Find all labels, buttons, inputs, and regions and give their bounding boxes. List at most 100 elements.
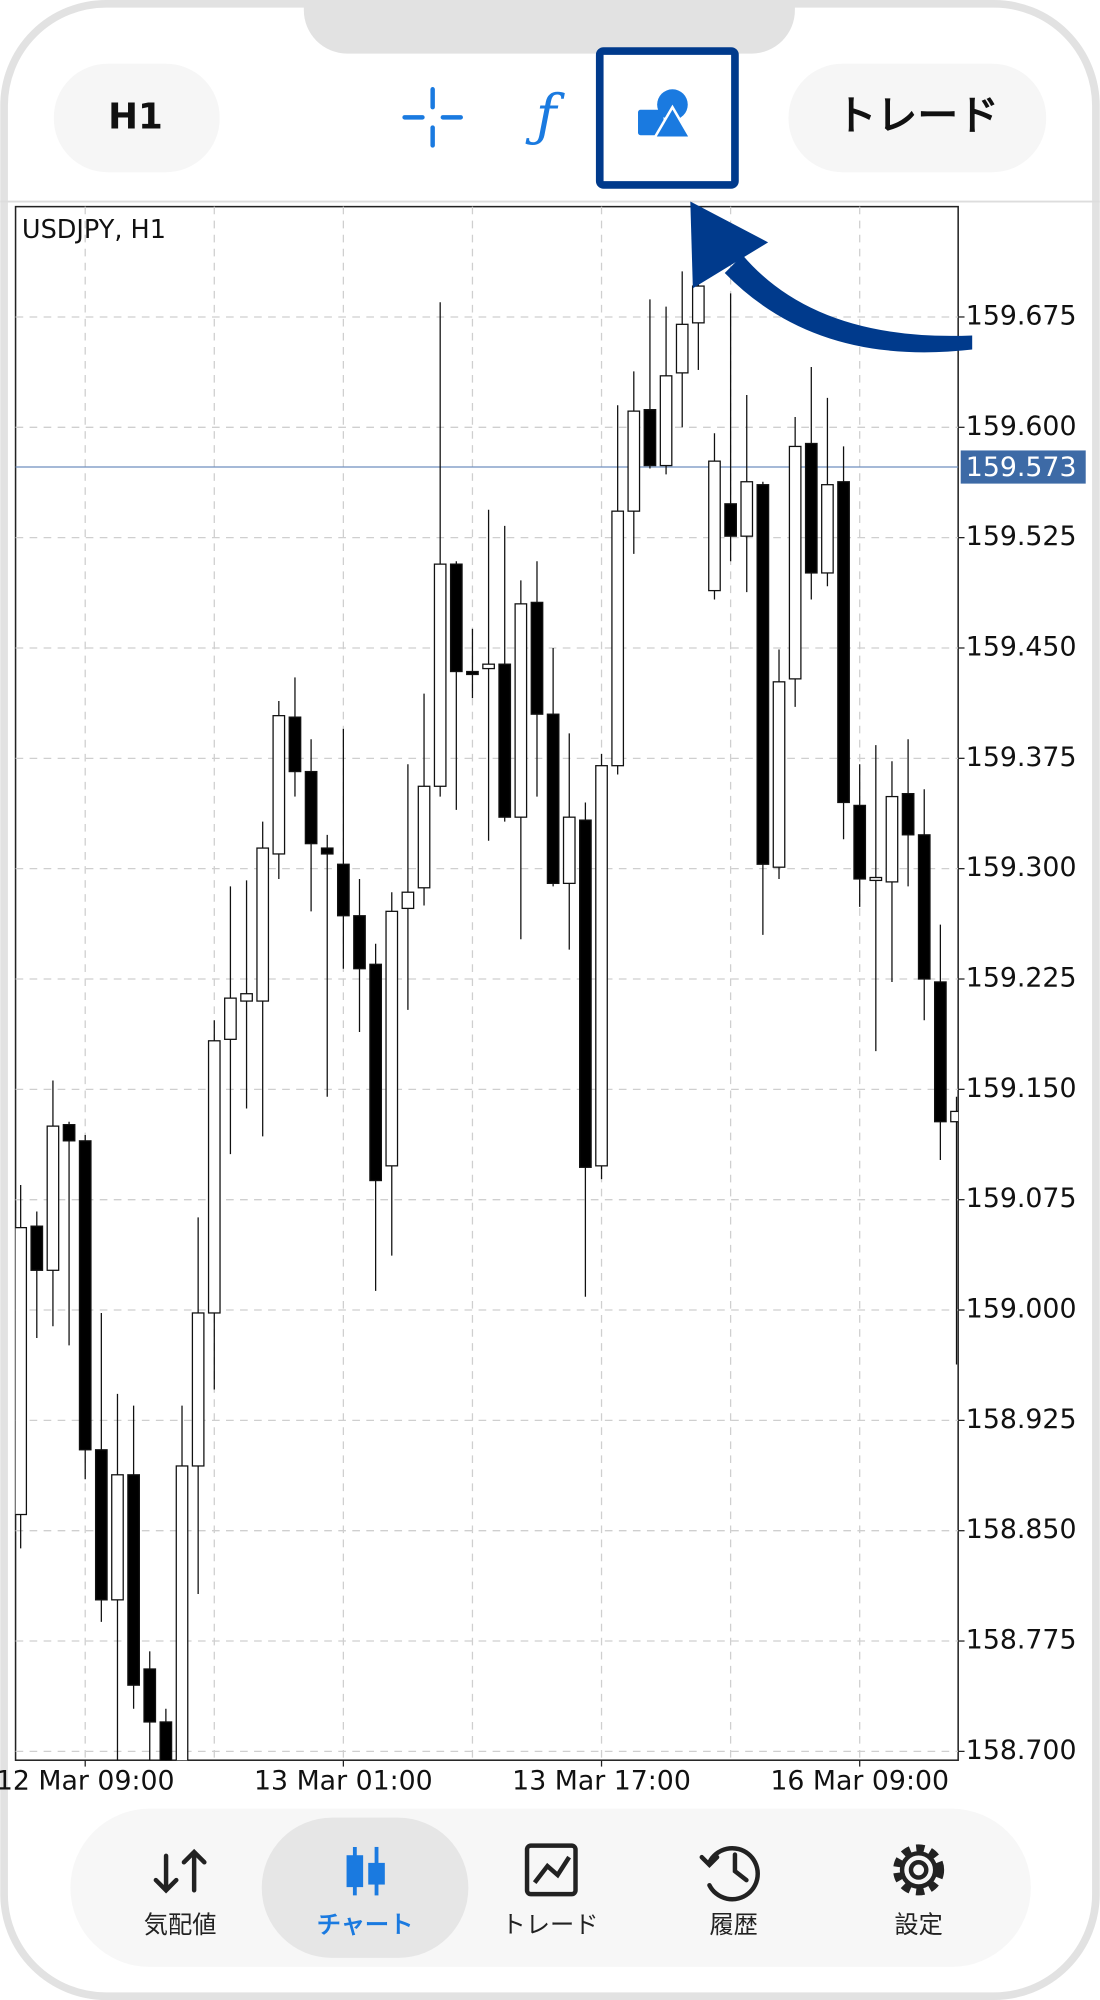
candle-body [627, 410, 641, 512]
candle-body [546, 713, 560, 885]
candle-body [127, 1474, 140, 1686]
x-tick-label: 12 Mar 09:00 [0, 1765, 175, 1796]
y-tick-label: 159.150 [966, 1073, 1077, 1104]
y-tick-label: 158.775 [966, 1625, 1077, 1656]
candle-body [788, 445, 802, 680]
chart-title: USDJPY, H1 [22, 215, 166, 245]
candle-body [240, 993, 253, 1002]
price-label: 159.573 [966, 452, 1077, 483]
candle-body [950, 1110, 959, 1123]
candle-body [46, 1125, 60, 1271]
y-tick-label: 159.675 [966, 300, 1077, 331]
chart-icon [346, 1846, 385, 1896]
candle-body [369, 963, 383, 1182]
candle-body [94, 1449, 108, 1601]
candle-body [417, 785, 431, 889]
candle-body [111, 1474, 124, 1601]
quotes-icon [153, 1848, 207, 1894]
y-tick-label: 159.300 [966, 852, 1077, 883]
candle-body [320, 847, 334, 855]
objects-icon [638, 89, 693, 140]
candle-body [191, 1312, 205, 1467]
trade-label: トレード [836, 92, 999, 140]
candle-body [579, 819, 592, 1168]
candle-body [724, 503, 737, 537]
candle-body [304, 770, 318, 845]
history-icon [699, 1845, 760, 1902]
candle-body [659, 375, 673, 467]
notch [303, 0, 795, 54]
candle-body [175, 1465, 189, 1761]
candle-body [756, 484, 770, 865]
candle-body [530, 601, 544, 715]
x-tick-label: 13 Mar 17:00 [512, 1765, 691, 1796]
candle-body [885, 795, 899, 883]
candle-body [207, 1040, 221, 1314]
candle-body [288, 716, 302, 773]
y-tick-label: 159.525 [966, 521, 1077, 552]
candle-body [691, 285, 705, 324]
candle-body [740, 481, 754, 537]
y-tick-label: 158.700 [966, 1735, 1077, 1766]
candle-body [385, 910, 399, 1167]
candle-body [353, 915, 366, 970]
timeframe-button[interactable] [53, 63, 220, 173]
nav-label: 履歴 [709, 1911, 757, 1939]
timeframe-label: H1 [108, 97, 163, 138]
y-tick-label: 158.850 [966, 1514, 1077, 1545]
candle-body [143, 1668, 157, 1723]
y-tick-label: 159.600 [966, 411, 1077, 442]
y-tick-label: 158.925 [966, 1404, 1077, 1435]
settings-icon [893, 1844, 945, 1896]
candle-body [224, 997, 237, 1040]
candle-body [159, 1721, 173, 1761]
candle-body [869, 876, 883, 882]
candle-body [514, 603, 528, 818]
candle-body [466, 670, 479, 676]
candle-body [804, 442, 818, 574]
bottom-nav [70, 1808, 1031, 1967]
candle-body [449, 563, 463, 673]
candle-body [256, 847, 270, 1002]
x-tick-label: 16 Mar 09:00 [770, 1765, 949, 1796]
trade-icon [524, 1843, 578, 1897]
nav-label: 設定 [894, 1911, 942, 1939]
candles [15, 271, 959, 1761]
candle-body [498, 663, 512, 818]
candle-body [433, 563, 447, 787]
candle-body [933, 981, 947, 1123]
candle-body [595, 765, 608, 1167]
crosshair-button[interactable] [402, 87, 463, 148]
plot: 158.700 158.775 158.850 158.925 159.000 159.0… [0, 206, 1086, 1796]
nav-selected [261, 1817, 469, 1958]
candle-body [482, 663, 495, 670]
candle-body [643, 409, 657, 467]
candle-body [336, 863, 350, 917]
candle-body [708, 460, 721, 592]
candle-body [821, 484, 834, 574]
y-tick-label: 159.075 [966, 1183, 1077, 1214]
candle-body [611, 510, 625, 767]
candle-body [901, 792, 915, 836]
nav-label: チャート [317, 1911, 414, 1939]
price-label-box [960, 450, 1086, 484]
candle-body [562, 816, 576, 885]
x-tick-label: 13 Mar 01:00 [254, 1765, 433, 1796]
trade-button[interactable] [788, 63, 1047, 173]
candle-body [15, 1226, 28, 1516]
nav-label: 気配値 [144, 1911, 217, 1939]
y-tick-label: 159.000 [966, 1294, 1077, 1325]
candle-body [675, 323, 689, 374]
candle-body [401, 891, 415, 910]
nav-label: トレード [502, 1911, 599, 1939]
callout-arrow [690, 201, 973, 353]
candle-body [853, 804, 867, 880]
candle-body [272, 715, 286, 855]
y-tick-label: 159.225 [966, 963, 1077, 994]
candle-body [62, 1124, 76, 1142]
y-tick-label: 159.375 [966, 742, 1077, 773]
candle-body [772, 681, 786, 868]
